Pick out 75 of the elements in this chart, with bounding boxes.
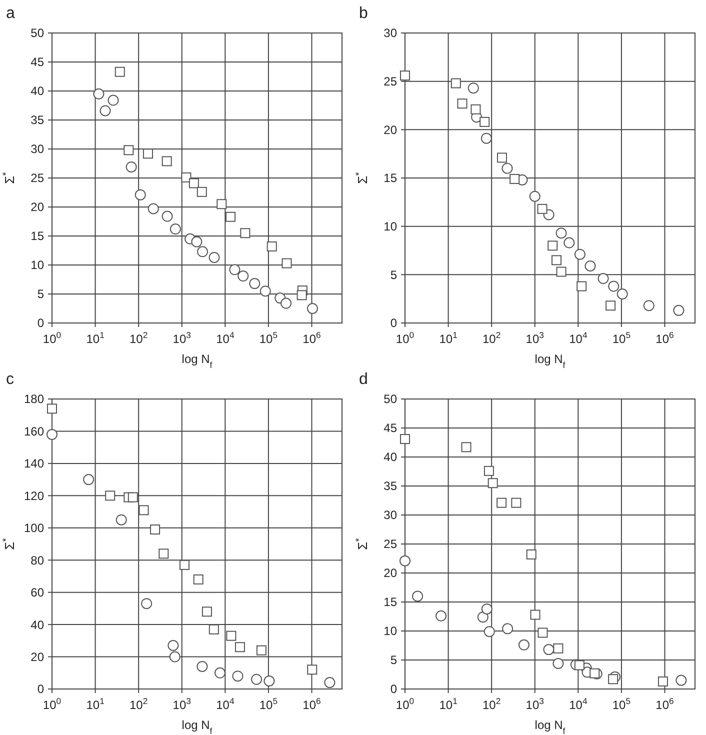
x-tick-label: 10$^{0}$ [42, 696, 62, 712]
y-tick-label: 30 [384, 508, 398, 522]
y-tick-label: 5 [390, 268, 398, 282]
x-tick-label: 10$^{1}$ [86, 696, 105, 712]
y-tick-label: 40 [30, 84, 44, 98]
x-tick-label: 10$^{1}$ [439, 330, 458, 346]
y-tick-label: 160 [24, 424, 44, 438]
y-tick-label: 0 [390, 682, 398, 696]
x-tick-label: 10$^{2}$ [130, 330, 148, 346]
x-axis-title: log N$_{f}$ [182, 718, 213, 735]
x-tick-label: 10$^{2}$ [130, 696, 148, 712]
x-axis-title: log N$_{f}$ [182, 352, 213, 370]
y-tick-label: 15 [384, 171, 398, 186]
y-tick-label: 15 [30, 229, 44, 244]
y-tick-label: 40 [384, 450, 398, 464]
x-tick-label: 10$^{3}$ [526, 696, 544, 712]
x-tick-label: 10$^{6}$ [302, 330, 322, 346]
chart-title: c [6, 371, 14, 388]
x-tick-label: 10$^{0}$ [396, 330, 414, 346]
y-tick-label: 100 [24, 521, 44, 536]
y-tick-label: 20 [384, 566, 398, 580]
y-tick-label: 20 [30, 200, 44, 214]
y-tick-label: 10 [384, 220, 398, 234]
chart-title: b [359, 5, 368, 22]
y-tick-label: 30 [30, 142, 44, 156]
y-tick-label: 5 [390, 653, 398, 668]
y-tick-label: 40 [30, 618, 44, 632]
x-tick-label: 10$^{6}$ [302, 696, 322, 712]
y-tick-label: 15 [384, 595, 398, 610]
y-tick-label: 10 [30, 258, 44, 272]
x-tick-label: 10$^{6}$ [656, 330, 674, 346]
y-tick-label: 20 [30, 650, 44, 664]
y-tick-label: 0 [37, 682, 44, 696]
y-tick-label: 50 [384, 392, 398, 406]
x-tick-label: 10$^{6}$ [656, 696, 674, 712]
y-tick-label: 0 [37, 316, 44, 330]
chart-title: a [6, 5, 15, 22]
chart-title: d [359, 371, 368, 388]
x-tick-label: 10$^{2}$ [482, 696, 501, 712]
x-tick-label: 10$^{4}$ [569, 330, 588, 346]
x-tick-label: 10$^{3}$ [172, 330, 192, 346]
y-tick-label: 80 [30, 553, 44, 568]
x-axis-title: log N$_{f}$ [534, 352, 566, 370]
y-tick-label: 30 [384, 26, 398, 40]
y-tick-label: 45 [384, 421, 398, 436]
y-tick-label: 25 [384, 537, 398, 552]
y-tick-label: 60 [30, 586, 44, 600]
y-tick-label: 180 [24, 392, 44, 406]
y-tick-label: 35 [30, 113, 44, 128]
x-tick-label: 10$^{2}$ [482, 330, 501, 346]
x-tick-label: 10$^{0}$ [42, 330, 62, 346]
y-tick-label: 35 [384, 479, 398, 494]
y-tick-label: 0 [390, 316, 398, 330]
x-tick-label: 10$^{3}$ [526, 330, 544, 346]
x-tick-label: 10$^{5}$ [259, 696, 278, 712]
x-tick-label: 10$^{4}$ [216, 696, 234, 712]
x-axis-title: log N$_{f}$ [534, 718, 566, 735]
y-tick-label: 50 [30, 26, 44, 40]
x-tick-label: 10$^{1}$ [439, 696, 458, 712]
x-tick-label: 10$^{5}$ [612, 330, 631, 346]
x-tick-label: 10$^{5}$ [259, 330, 278, 346]
y-tick-label: 45 [30, 55, 44, 70]
y-tick-label: 120 [24, 488, 44, 503]
x-tick-label: 10$^{4}$ [569, 696, 588, 712]
x-tick-label: 10$^{5}$ [612, 696, 631, 712]
x-tick-label: 10$^{1}$ [86, 330, 105, 346]
y-tick-label: 25 [30, 171, 44, 186]
y-tick-label: 5 [37, 287, 44, 302]
x-tick-label: 10$^{3}$ [172, 696, 192, 712]
y-tick-label: 25 [384, 74, 398, 89]
y-tick-label: 20 [384, 122, 398, 137]
y-tick-label: 140 [24, 456, 44, 471]
y-tick-label: 10 [384, 624, 398, 638]
x-tick-label: 10$^{0}$ [396, 696, 414, 712]
x-tick-label: 10$^{4}$ [216, 330, 234, 346]
